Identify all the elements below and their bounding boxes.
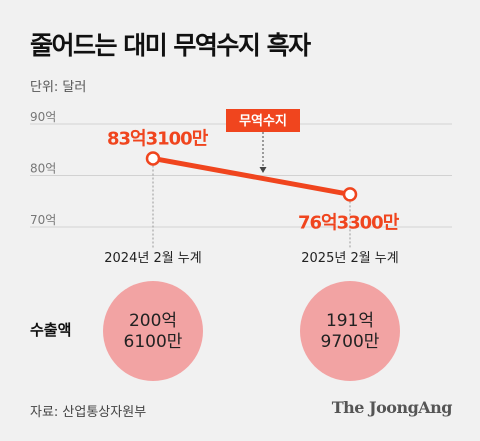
export-bubble <box>103 281 203 381</box>
callout-box <box>226 109 300 132</box>
exports-row-label: 수출액 <box>30 321 72 339</box>
value-label: 76억3300만 <box>298 212 400 233</box>
series-line-segment <box>150 155 353 197</box>
guide-lines <box>152 165 351 248</box>
data-points <box>145 151 358 202</box>
x-axis-labels: 2024년 2월 누계 2025년 2월 누계 <box>104 251 398 266</box>
export-bubbles: 200억 6100만 191억 9700만 <box>103 281 400 381</box>
y-tick-label: 80억 <box>30 162 56 176</box>
data-point <box>342 187 358 202</box>
brand-logo: The JoongAng <box>331 398 453 417</box>
value-label: 83억3100만 <box>107 128 209 149</box>
y-tick-label: 90억 <box>30 110 56 124</box>
x-tick-label: 2024년 2월 누계 <box>104 251 201 266</box>
y-axis-ticks: 90억 80억 70억 <box>30 110 56 227</box>
callout-label: 무역수지 <box>239 113 287 129</box>
source-note: 자료: 산업통상자원부 <box>30 405 147 420</box>
unit-label: 단위: 달러 <box>30 80 87 95</box>
page-title: 줄어드는 대미 무역수지 흑자 <box>30 31 311 60</box>
export-value: 200억 6100만 <box>124 311 183 352</box>
series-callout: 무역수지 <box>226 109 300 173</box>
y-tick-label: 70억 <box>30 213 56 227</box>
data-point <box>145 151 161 166</box>
callout-arrowhead <box>259 167 267 173</box>
export-bubble <box>300 281 400 381</box>
export-value: 191억 9700만 <box>321 311 380 352</box>
series-line <box>150 155 353 197</box>
x-tick-label: 2025년 2월 누계 <box>301 251 398 266</box>
value-labels: 83억3100만 76억3300만 <box>107 128 401 233</box>
